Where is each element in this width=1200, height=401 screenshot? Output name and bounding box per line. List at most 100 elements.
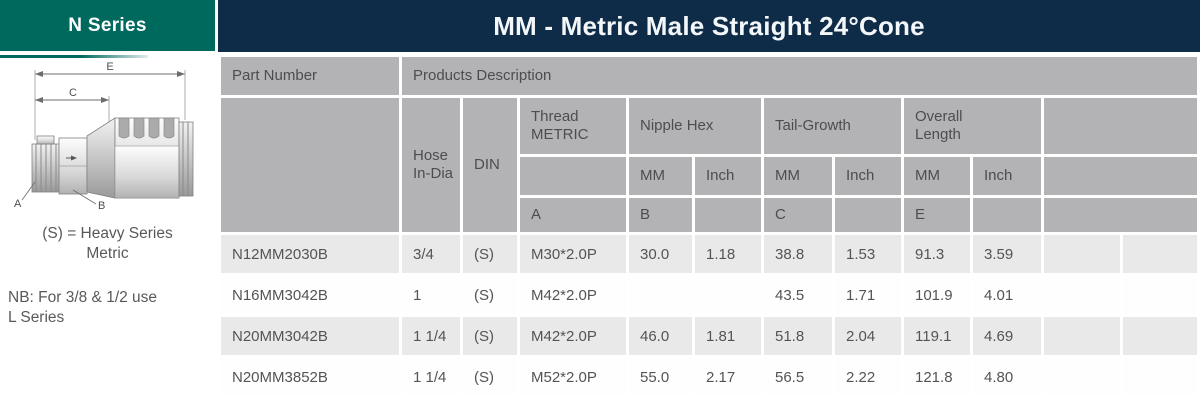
series-tab: N Series bbox=[0, 0, 215, 51]
letter-header-c: C bbox=[764, 198, 832, 232]
header-row-letters: A B C E bbox=[221, 198, 1197, 232]
cell-overall-mm: 119.1 bbox=[904, 317, 970, 355]
table-row: N12MM2030B 3/4 (S) M30*2.0P 30.0 1.18 38… bbox=[221, 235, 1197, 273]
cell-part-number: N16MM3042B bbox=[221, 276, 399, 314]
page-title-bar: MM - Metric Male Straight 24°Cone bbox=[218, 0, 1200, 52]
letter-spacer-3 bbox=[973, 198, 1041, 232]
note-heavy-series-line2: Metric bbox=[86, 244, 129, 262]
cell-hose-dia: 1 bbox=[402, 276, 460, 314]
table-row: N16MM3042B 1 (S) M42*2.0P 43.5 1.71 101.… bbox=[221, 276, 1197, 314]
dim-label-b: B bbox=[98, 200, 105, 210]
cell-overall-mm: 101.9 bbox=[904, 276, 970, 314]
cell-nipple-mm: 30.0 bbox=[629, 235, 692, 273]
cell-hose-dia: 1 1/4 bbox=[402, 358, 460, 396]
col-header-din: DIN bbox=[463, 98, 517, 232]
letter-header-e: E bbox=[904, 198, 970, 232]
cell-nipple-inch: 1.81 bbox=[695, 317, 761, 355]
cell-hose-dia: 1 1/4 bbox=[402, 317, 460, 355]
cell-overall-mm: 121.8 bbox=[904, 358, 970, 396]
table-row: N20MM3042B 1 1/4 (S) M42*2.0P 46.0 1.81 … bbox=[221, 317, 1197, 355]
cell-din: (S) bbox=[463, 317, 517, 355]
cell-thread: M42*2.0P bbox=[520, 317, 626, 355]
note-nb-line2: L Series bbox=[8, 309, 65, 327]
cell-tail-inch: 2.22 bbox=[835, 358, 901, 396]
cell-empty bbox=[1044, 317, 1120, 355]
letter-spacer-right bbox=[1044, 198, 1197, 232]
cell-nipple-mm: 46.0 bbox=[629, 317, 692, 355]
cell-empty bbox=[1123, 235, 1197, 273]
cell-nipple-mm bbox=[629, 276, 692, 314]
cell-empty bbox=[1044, 235, 1120, 273]
cell-tail-inch: 2.04 bbox=[835, 317, 901, 355]
cell-overall-inch: 4.69 bbox=[973, 317, 1041, 355]
note-nb-line1: NB: For 3/8 & 1/2 use bbox=[8, 288, 158, 306]
sidebar: E C A B bbox=[0, 58, 215, 329]
cell-part-number: N12MM2030B bbox=[221, 235, 399, 273]
cell-din: (S) bbox=[463, 276, 517, 314]
cell-nipple-inch: 2.17 bbox=[695, 358, 761, 396]
col-header-products-description: Products Description bbox=[402, 57, 1197, 95]
cell-nipple-mm: 55.0 bbox=[629, 358, 692, 396]
cell-tail-mm: 38.8 bbox=[764, 235, 832, 273]
dim-label-c: C bbox=[69, 87, 77, 99]
series-tab-label: N Series bbox=[68, 14, 147, 36]
col-header-hose-in-dia: Hose In-Dia bbox=[402, 98, 460, 232]
col-header-thread-metric: Thread METRIC bbox=[520, 98, 626, 154]
header-row-1: Part Number Products Description bbox=[221, 57, 1197, 95]
col-header-tail-growth: Tail-Growth bbox=[764, 98, 901, 154]
cell-overall-inch: 4.80 bbox=[973, 358, 1041, 396]
cell-din: (S) bbox=[463, 358, 517, 396]
dim-label-e: E bbox=[106, 61, 113, 73]
col-header-overall-length-label: Overall Length bbox=[915, 108, 963, 143]
col-header-overall-length: Overall Length bbox=[904, 98, 1041, 154]
cell-thread: M30*2.0P bbox=[520, 235, 626, 273]
cell-empty bbox=[1044, 358, 1120, 396]
cell-tail-mm: 43.5 bbox=[764, 276, 832, 314]
fitting-technical-drawing-icon: E C A B bbox=[14, 61, 193, 210]
dim-label-a: A bbox=[14, 198, 22, 210]
spec-table: Part Number Products Description Hose In… bbox=[218, 54, 1200, 399]
unit-header-tail-inch: Inch bbox=[835, 157, 901, 195]
unit-spacer-right bbox=[1044, 157, 1197, 195]
letter-header-a: A bbox=[520, 198, 626, 232]
cell-overall-inch: 4.01 bbox=[973, 276, 1041, 314]
cell-part-number: N20MM3852B bbox=[221, 358, 399, 396]
header-row-units: MM Inch MM Inch MM Inch bbox=[221, 157, 1197, 195]
cell-thread: M42*2.0P bbox=[520, 276, 626, 314]
letter-header-b: B bbox=[629, 198, 692, 232]
cell-nipple-inch: 1.18 bbox=[695, 235, 761, 273]
note-nb: NB: For 3/8 & 1/2 use L Series bbox=[8, 288, 215, 329]
cell-thread: M52*2.0P bbox=[520, 358, 626, 396]
teal-accent-line bbox=[0, 55, 148, 58]
note-heavy-series-line1: (S) = Heavy Series bbox=[42, 225, 173, 242]
header-spacer-part-number bbox=[221, 98, 399, 232]
cell-overall-mm: 91.3 bbox=[904, 235, 970, 273]
cell-part-number: N20MM3042B bbox=[221, 317, 399, 355]
cell-din: (S) bbox=[463, 235, 517, 273]
header-row-2: Hose In-Dia DIN Thread METRIC Nipple Hex… bbox=[221, 98, 1197, 232]
unit-header-overall-mm: MM bbox=[904, 157, 970, 195]
letter-spacer-1 bbox=[695, 198, 761, 232]
cell-nipple-inch bbox=[695, 276, 761, 314]
unit-header-nipple-inch: Inch bbox=[695, 157, 761, 195]
cell-empty bbox=[1044, 276, 1120, 314]
cell-tail-mm: 51.8 bbox=[764, 317, 832, 355]
cell-tail-mm: 56.5 bbox=[764, 358, 832, 396]
cell-hose-dia: 3/4 bbox=[402, 235, 460, 273]
letter-spacer-2 bbox=[835, 198, 901, 232]
header-spacer-right bbox=[1044, 98, 1197, 154]
spec-table-area: Part Number Products Description Hose In… bbox=[218, 54, 1200, 399]
col-header-thread-metric-label: Thread METRIC bbox=[531, 108, 589, 143]
unit-header-overall-inch: Inch bbox=[973, 157, 1041, 195]
cell-empty bbox=[1123, 276, 1197, 314]
col-header-nipple-hex: Nipple Hex bbox=[629, 98, 761, 154]
page-title: MM - Metric Male Straight 24°Cone bbox=[493, 10, 925, 41]
cell-overall-inch: 3.59 bbox=[973, 235, 1041, 273]
cell-tail-inch: 1.71 bbox=[835, 276, 901, 314]
cell-empty bbox=[1123, 317, 1197, 355]
table-row: N20MM3852B 1 1/4 (S) M52*2.0P 55.0 2.17 … bbox=[221, 358, 1197, 396]
note-heavy-series: (S) = Heavy Series Metric bbox=[0, 224, 215, 264]
cell-tail-inch: 1.53 bbox=[835, 235, 901, 273]
cell-empty bbox=[1123, 358, 1197, 396]
unit-header-tail-mm: MM bbox=[764, 157, 832, 195]
